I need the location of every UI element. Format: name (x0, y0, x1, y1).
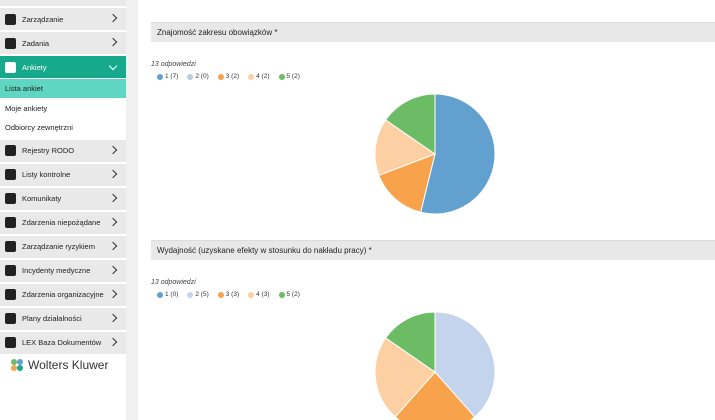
legend-label: 2 (0) (195, 73, 209, 80)
menu-icon (5, 193, 16, 204)
menu-label: Rejestry RODO (22, 146, 75, 155)
menu-label: Komunikaty (22, 194, 62, 203)
menu-label: Zarządzanie (22, 14, 64, 24)
legend-dot (187, 291, 194, 298)
menu-label: Zadania (22, 38, 50, 48)
legend-item: 3 (3) (217, 291, 240, 298)
pie-slice (394, 371, 476, 420)
sidebar: Zarządzanie Zadania Ankiety Lista ankiet Moj… (0, 0, 126, 420)
legend-item: 1 (0) (157, 291, 178, 298)
legend-dot (278, 291, 285, 298)
legend-dot (217, 291, 224, 298)
menu-label: Listy kontrolne (22, 170, 71, 179)
menu-label: LEX Baza Dokumentów (22, 338, 102, 347)
menu-item[interactable]: Rejestry RODO (0, 139, 126, 162)
legend-dot (187, 73, 194, 80)
legend-label: 4 (2) (256, 73, 270, 80)
brand-logo (11, 359, 23, 371)
menu-item-cut (0, 0, 126, 6)
pie-slice (384, 311, 436, 373)
menu-icon (5, 145, 16, 156)
legend: 1 (7) 2 (0) 3 (2) 4 (2) 5 (2) (157, 73, 300, 80)
legend-dot (157, 291, 163, 298)
menu-item[interactable]: Incydenty medyczne (0, 259, 126, 282)
legend-item: 2 (5) (187, 291, 209, 298)
menu-item[interactable]: Listy kontrolne (0, 163, 126, 186)
section-title: Wydajność (uzyskane efekty w stosunku do… (151, 240, 715, 260)
legend-item: 2 (0) (187, 73, 209, 80)
responses-count: 13 odpowiedzi (151, 61, 196, 68)
submenu-item[interactable]: Lista ankiet (0, 79, 126, 98)
menu-item[interactable]: Zdarzenia niepożądane (0, 211, 126, 234)
legend-dot (248, 291, 255, 298)
legend: 1 (0) 2 (5) 3 (3) 4 (3) 5 (2) (157, 291, 300, 298)
pie-slice (378, 153, 436, 213)
responses-count: 13 odpowiedzi (151, 279, 196, 286)
menu-icon (5, 217, 16, 228)
pie-slice (384, 93, 436, 155)
legend-label: 1 (7) (165, 73, 179, 80)
legend-label: 5 (2) (286, 291, 300, 298)
menu-icon (5, 289, 16, 300)
menu-label: Incydenty medyczne (22, 266, 91, 275)
pie-slice (434, 311, 496, 418)
menu-item[interactable]: LEX Baza Dokumentów (0, 331, 126, 354)
legend-item: 3 (2) (217, 73, 240, 80)
pie-slice (420, 93, 496, 215)
brand: Wolters Kluwer (10, 358, 108, 372)
menu-label: Zdarzenia niepożądane (22, 218, 101, 227)
menu-item[interactable]: Komunikaty (0, 187, 126, 210)
pie-slice (374, 337, 436, 418)
legend-label: 5 (2) (286, 73, 300, 80)
menu-icon (5, 169, 16, 180)
menu-item[interactable]: Zdarzenia organizacyjne (0, 283, 126, 306)
menu-label: Plany działalności (22, 314, 82, 323)
legend-label: 2 (5) (195, 291, 209, 298)
menu-label: Ankiety (22, 62, 47, 72)
menu-label: Zarządzanie ryzykiem (22, 242, 95, 251)
legend-item: 5 (2) (278, 73, 300, 80)
menu-item[interactable]: Ankiety (0, 56, 126, 78)
legend-item: 4 (3) (248, 291, 270, 298)
legend-label: 1 (0) (165, 291, 179, 298)
menu-item[interactable]: Plany działalności (0, 307, 126, 330)
legend-dot (248, 73, 255, 80)
menu-item[interactable]: Zarządzanie (0, 8, 126, 30)
menu-label: Zdarzenia organizacyjne (22, 290, 104, 299)
menu-icon (5, 61, 16, 73)
brand-name: Wolters Kluwer (28, 358, 109, 372)
legend-label: 4 (3) (256, 291, 270, 298)
legend-dot (278, 73, 285, 80)
menu-icon (5, 13, 16, 25)
legend-label: 3 (2) (225, 73, 240, 80)
legend-item: 5 (2) (278, 291, 300, 298)
menu-icon (5, 313, 16, 324)
menu-icon (5, 265, 16, 276)
legend-label: 3 (3) (225, 291, 240, 298)
menu-icon (5, 241, 16, 252)
legend-dot (217, 73, 224, 80)
pie-slice (374, 119, 437, 176)
legend-item: 1 (7) (157, 73, 178, 80)
menu-icon (5, 337, 16, 348)
menu-icon (5, 37, 16, 49)
legend-dot (157, 73, 163, 80)
menu-item[interactable]: Zarządzanie ryzykiem (0, 235, 126, 258)
submenu-item[interactable]: Moje ankiety (0, 98, 126, 118)
section-title: Znajomość zakresu obowiązków * (151, 22, 715, 42)
menu-item[interactable]: Zadania (0, 32, 126, 54)
submenu-item[interactable]: Odbiorcy zewnętrzni (0, 118, 126, 137)
legend-item: 4 (2) (248, 73, 270, 80)
